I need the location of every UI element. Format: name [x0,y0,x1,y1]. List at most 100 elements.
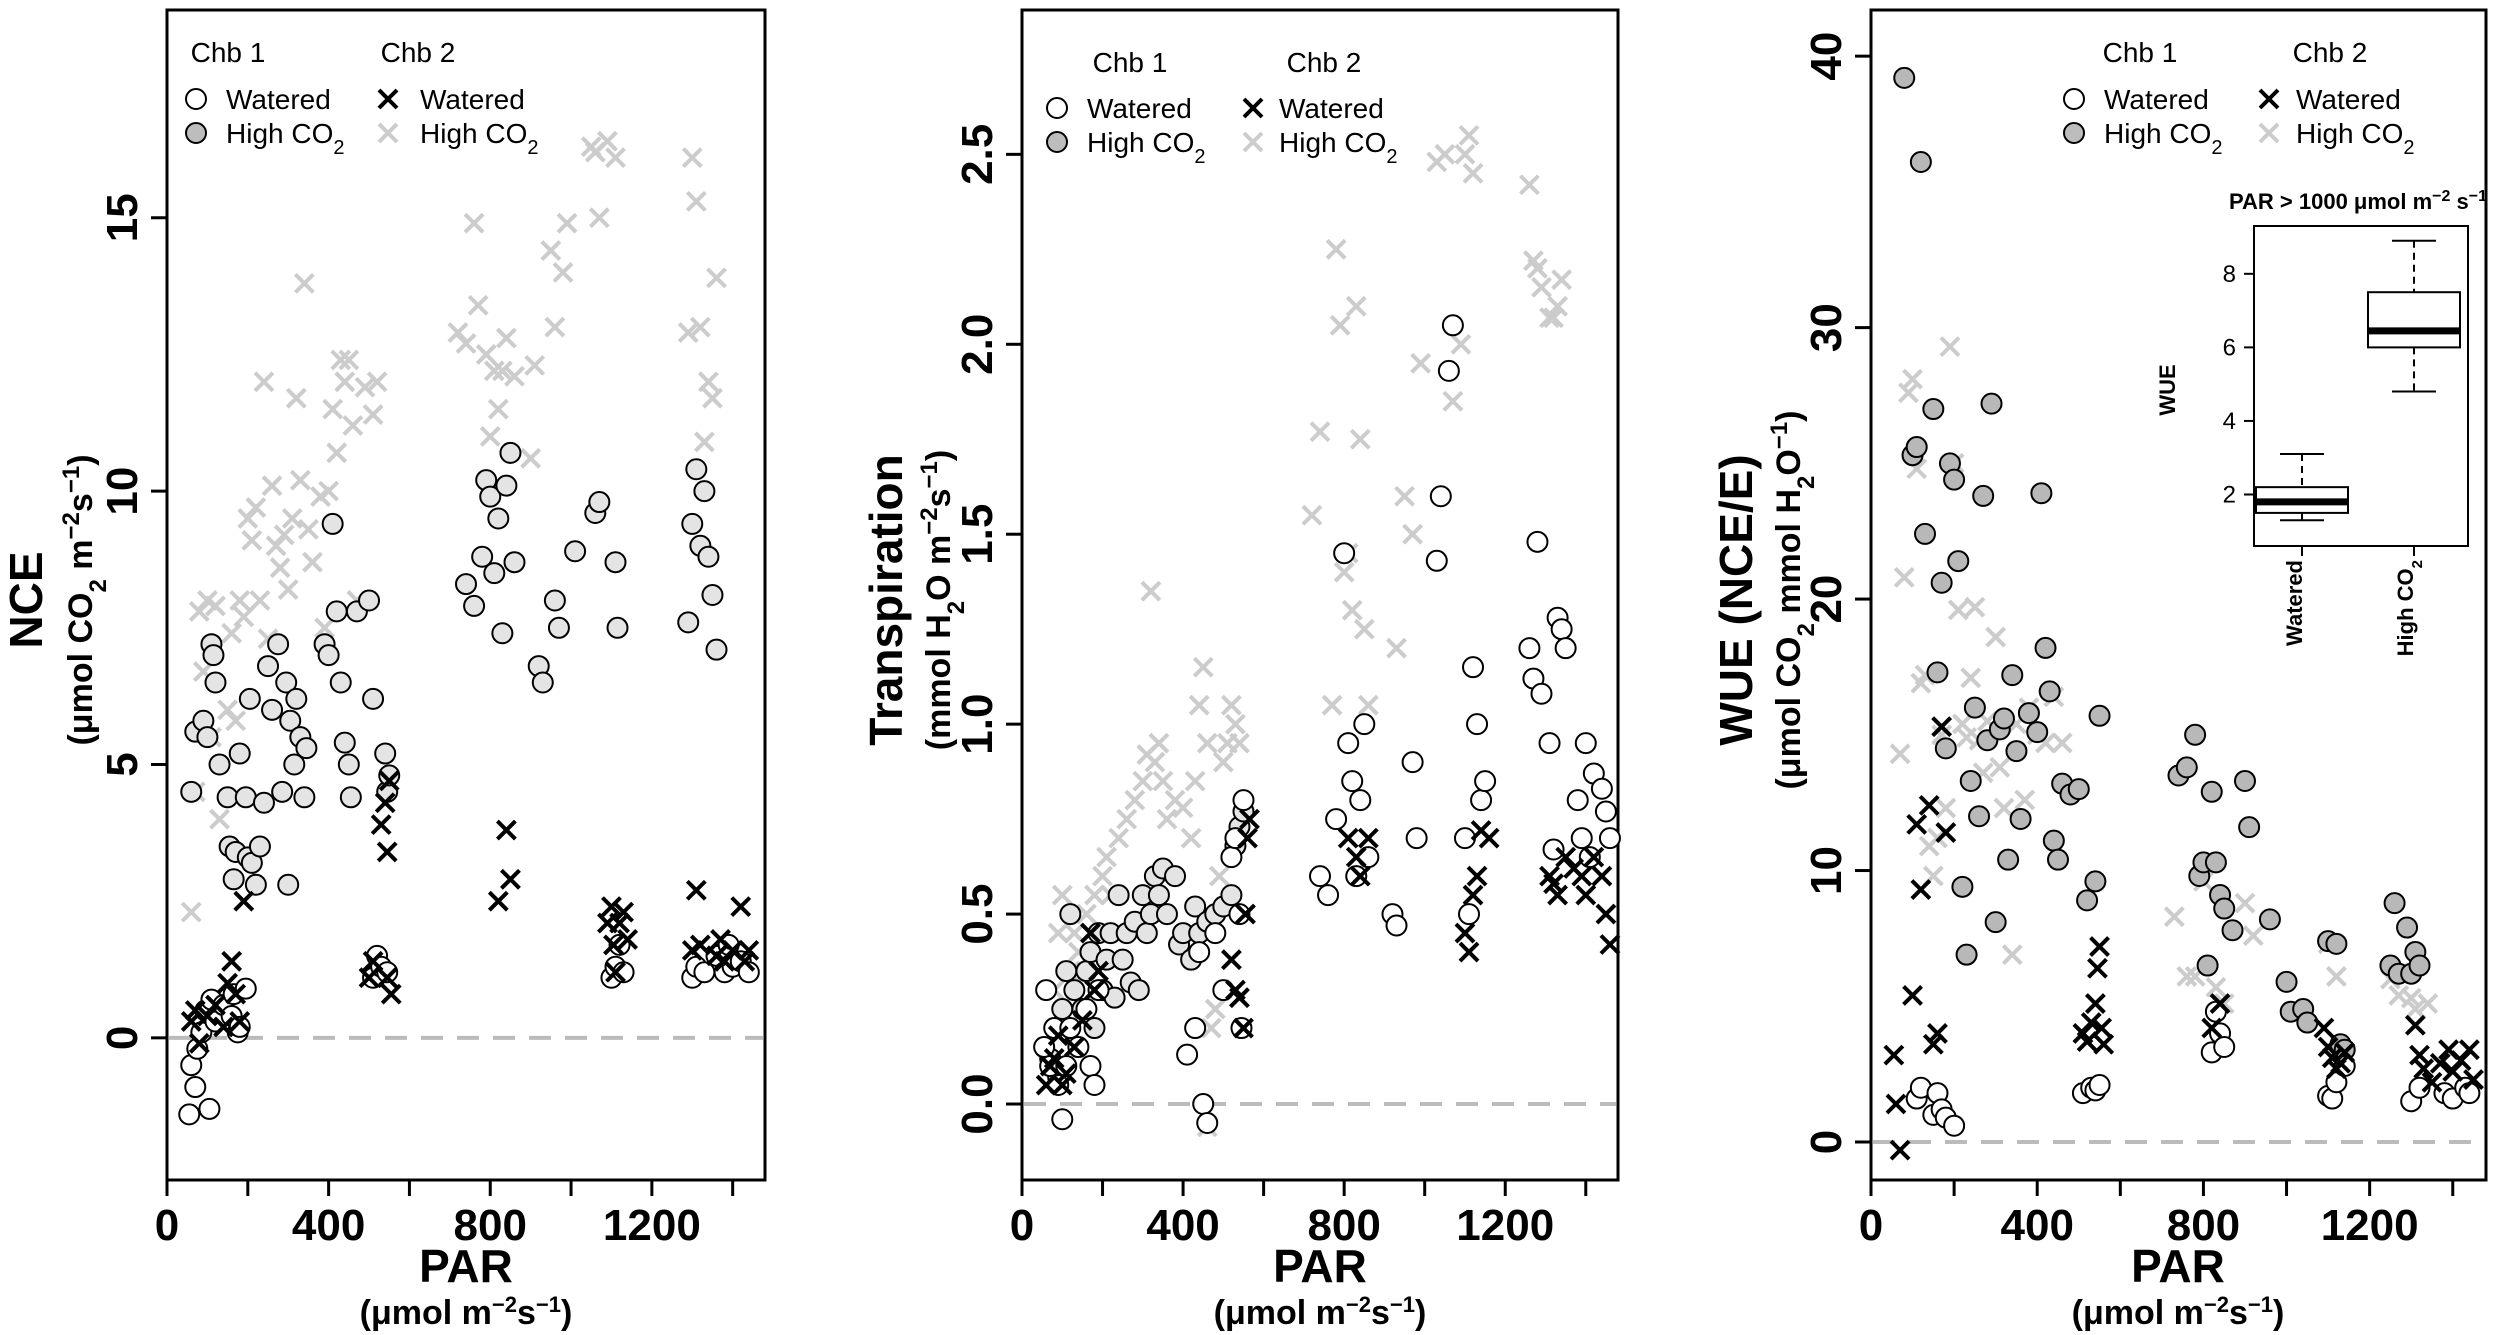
point-chb-2-high-co2 [221,622,243,644]
panel-transpiration-yunit: (mmol H2O m−2s−1) [916,450,970,750]
point-chb-1-high-co2 [2030,482,2053,505]
point-chb-1-watered [1550,618,1573,641]
point-chb-2-watered [376,841,398,863]
panel-wue-xunit: (μmol m−2s−1) [2072,1292,2285,1333]
point-chb-2-high-co2 [455,333,477,354]
point-chb-2-high-co2 [188,600,210,622]
point-chb-2-watered [500,868,521,890]
point-chb-2-high-co2 [1964,596,1986,618]
point-chb-1-high-co2 [257,655,280,678]
point-chb-1-high-co2 [547,616,570,639]
point-chb-1-high-co2 [2296,1011,2319,1034]
point-chb-2-watered [2080,1012,2102,1033]
point-chb-1-watered [1518,637,1541,660]
point-chb-1-watered [1051,1108,1074,1131]
point-chb-2-watered [2201,1017,2223,1039]
point-chb-2-high-co2 [1200,1017,1222,1039]
point-chb-1-high-co2 [588,491,611,514]
y-tick-label: 10 [1802,846,1851,895]
point-chb-2-high-co2 [2014,789,2036,811]
x-tick-label: 400 [292,1201,365,1250]
point-chb-2-high-co2 [1527,257,1548,279]
legend-watered-circle-icon [2063,88,2085,110]
point-chb-1-high-co2 [503,551,526,574]
inset-y-tick-label: 6 [2223,334,2236,361]
point-chb-1-high-co2 [1184,895,1207,918]
point-chb-2-watered [2330,1052,2351,1074]
point-chb-2-high-co2 [1092,865,1113,887]
point-chb-2-watered [180,1011,202,1032]
point-chb-2-watered [1233,1017,1254,1039]
inset-axes: 2 4 6 8 [2223,261,2415,556]
point-chb-1-high-co2 [543,589,566,612]
point-chb-2-high-co2 [362,404,384,425]
point-chb-2-high-co2 [2400,987,2422,1009]
point-chb-1-watered [1337,732,1360,755]
point-chb-2-high-co2 [706,267,727,289]
x-tick-label: 0 [1010,1201,1034,1250]
point-chb-1-watered [1087,979,1110,1002]
point-chb-2-high-co2 [1208,865,1230,887]
point-chb-2-high-co2 [1410,352,1432,374]
panel-nce-xunit: (μmol m−2s−1) [360,1292,573,1333]
point-chb-1-high-co2 [202,644,225,667]
point-chb-1-watered [1232,789,1255,812]
point-chb-1-watered [1325,808,1348,831]
point-chb-1-watered [1437,359,1460,382]
inset-xlabel-highco2: High CO2 [2393,560,2426,656]
panel-wue-xlabel: PAR [2131,1240,2225,1292]
point-chb-1-watered [1441,314,1464,337]
point-chb-2-high-co2 [342,415,364,436]
point-chb-1-high-co2 [1980,392,2003,415]
point-chb-1-watered [1333,542,1356,565]
point-chb-1-high-co2 [1155,903,1178,926]
panel-transpiration-points [1033,124,1621,1138]
point-chb-2-high-co2 [2242,925,2264,947]
point-chb-2-high-co2 [281,508,303,529]
panel-wue-points [1883,66,2484,1161]
legend-watered-circle-icon [1046,97,1068,119]
inset-y-tick-label: 4 [2223,408,2236,435]
point-chb-1-high-co2 [277,873,300,896]
panel-nce-legend: Chb 1 Chb 2 Watered High CO2 Watered Hig… [185,37,539,159]
point-chb-1-high-co2 [681,512,704,535]
point-chb-2-high-co2 [1889,743,1911,765]
legend-chb1-title: Chb 1 [1093,47,1168,78]
point-chb-2-watered [1906,813,1928,835]
y-tick-label: 1.0 [953,694,1002,755]
y-tick-label: 15 [98,193,147,242]
panel-nce-yunit: (μmol CO2 m−2s−1) [58,454,112,745]
point-chb-2-high-co2 [298,518,319,540]
point-chb-1-high-co2 [483,562,506,585]
point-chb-1-high-co2 [685,458,708,481]
point-chb-2-high-co2 [302,551,323,573]
point-chb-2-high-co2 [1196,732,1218,754]
point-chb-2-high-co2 [487,398,509,420]
point-chb-2-high-co2 [1960,667,1982,689]
point-chb-1-high-co2 [325,600,348,623]
point-chb-1-watered [1184,1017,1207,1040]
point-chb-1-high-co2 [2076,889,2099,912]
y-tick-label: 10 [98,467,147,516]
point-chb-1-high-co2 [2067,778,2090,801]
point-chb-2-watered [2093,1033,2115,1055]
point-chb-1-high-co2 [2408,954,2431,977]
point-chb-2-watered [378,770,400,792]
point-chb-2-high-co2 [1152,770,1174,792]
point-chb-1-watered [1059,1017,1082,1040]
point-chb-1-watered [1353,713,1376,736]
point-chb-1-high-co2 [1111,948,1134,971]
point-chb-2-high-co2 [1539,307,1560,329]
point-chb-2-high-co2 [479,426,501,447]
point-chb-2-watered [1357,827,1379,849]
point-chb-1-watered [1594,800,1617,823]
panel-nce-plot-frame [165,8,767,1182]
point-chb-1-high-co2 [2233,769,2256,792]
legend-chb1-title: Chb 1 [2103,37,2178,68]
point-chb-1-high-co2 [1914,522,1937,545]
point-chb-2-watered [495,819,517,841]
point-chb-2-high-co2 [1547,295,1569,317]
point-chb-2-watered [1337,827,1359,849]
point-chb-2-high-co2 [1333,561,1355,583]
